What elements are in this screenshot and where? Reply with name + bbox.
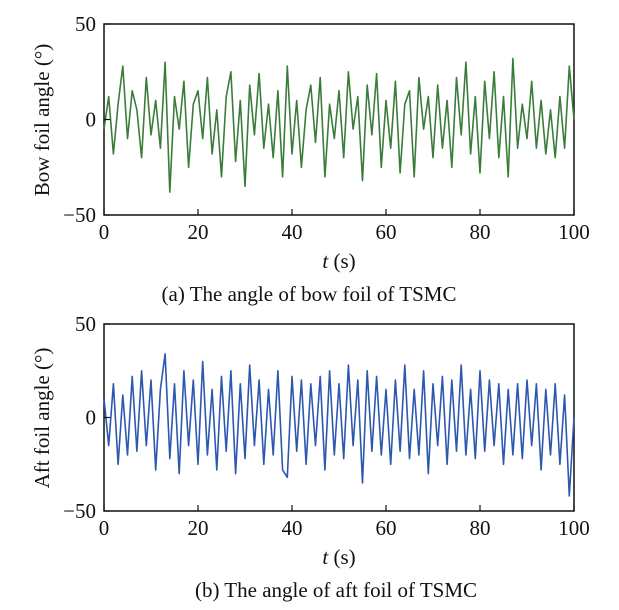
plot-frame-a (103, 23, 575, 216)
y-axis-label-a: Bow foil angle (°) (30, 44, 54, 196)
x-ticks-a: 0 20 40 60 80 100 (99, 209, 590, 244)
y-axis-label-b: Aft foil angle (°) (30, 348, 54, 489)
x-tick-label: 60 (376, 516, 397, 540)
y-tick-label: 50 (75, 312, 96, 336)
caption-b: (b) The angle of aft foil of TSMC (195, 578, 477, 602)
plot-frame-b (103, 323, 575, 512)
x-tick-label: 100 (558, 220, 590, 244)
x-tick-label: 40 (282, 220, 303, 244)
y-tick-label: 50 (75, 12, 96, 36)
x-tick-label: 0 (99, 220, 110, 244)
y-ticks-a: −50 0 50 (63, 12, 110, 227)
x-tick-label: 80 (470, 516, 491, 540)
series-line-b (103, 353, 575, 497)
x-tick-label: 20 (188, 516, 209, 540)
y-ticks-b: −50 0 50 (63, 312, 110, 523)
y-tick-label: 0 (86, 406, 97, 430)
caption-a: (a) The angle of bow foil of TSMC (162, 282, 457, 306)
y-tick-label: −50 (63, 499, 96, 523)
x-tick-label: 80 (470, 220, 491, 244)
x-tick-label: 100 (558, 516, 590, 540)
x-axis-label-a: t (s) (322, 249, 355, 273)
series-line-a (103, 57, 575, 193)
x-tick-label: 60 (376, 220, 397, 244)
x-tick-label: 20 (188, 220, 209, 244)
x-tick-label: 0 (99, 516, 110, 540)
x-ticks-b: 0 20 40 60 80 100 (99, 505, 590, 540)
y-tick-label: −50 (63, 203, 96, 227)
x-axis-label-b: t (s) (322, 545, 355, 569)
y-tick-label: 0 (86, 108, 97, 132)
x-tick-label: 40 (282, 516, 303, 540)
